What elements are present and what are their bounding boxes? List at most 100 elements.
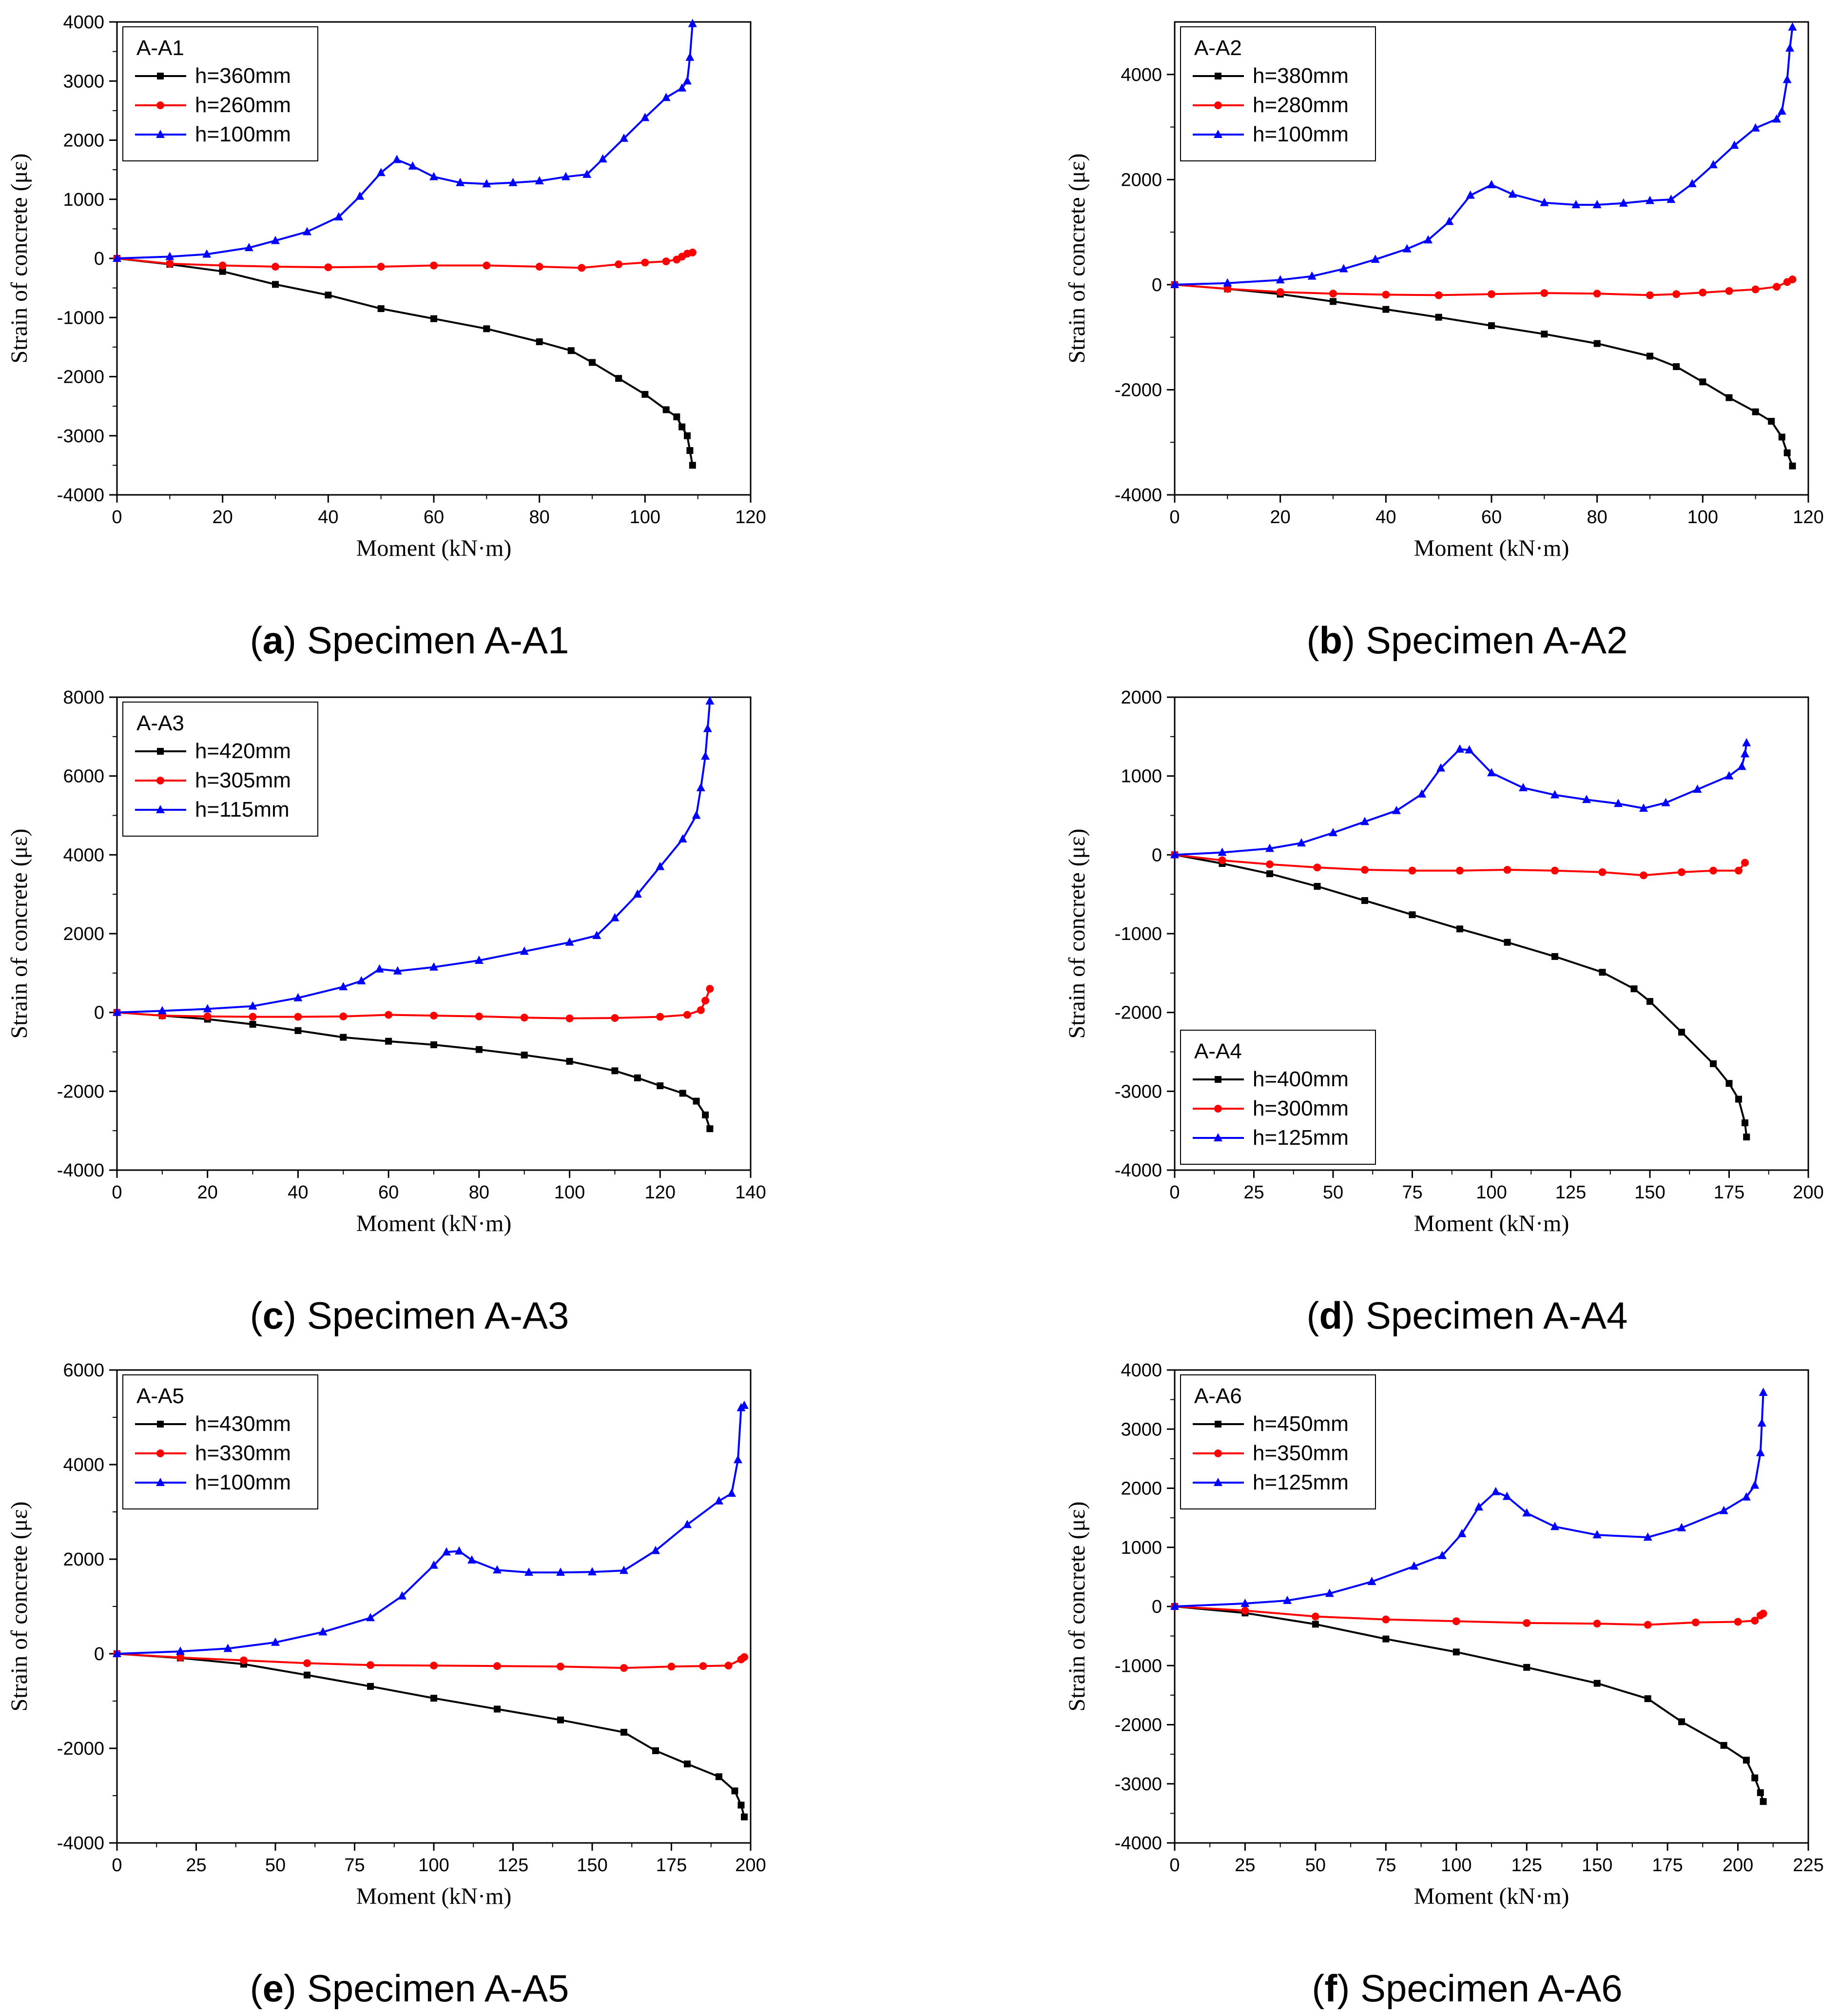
- data-point: [1223, 278, 1232, 287]
- data-point: [385, 1037, 392, 1045]
- data-point: [688, 248, 697, 256]
- data-point: [339, 1012, 348, 1020]
- y-axis-title: Strain of concrete (με): [1064, 153, 1090, 363]
- data-point: [1312, 1621, 1319, 1628]
- series-h=125mm: [1170, 738, 1751, 859]
- data-point: [430, 1041, 437, 1048]
- x-tick-label: 100: [1687, 507, 1718, 528]
- data-point: [272, 281, 279, 288]
- data-point: [556, 1567, 565, 1576]
- data-point: [1508, 189, 1517, 198]
- legend-entry: h=305mm: [195, 768, 291, 792]
- data-point: [1360, 817, 1369, 825]
- data-point: [1678, 868, 1685, 876]
- data-point: [1751, 1617, 1759, 1625]
- x-tick-label: 100: [630, 507, 660, 528]
- data-point: [679, 1090, 686, 1097]
- data-point: [1678, 1718, 1685, 1725]
- y-tick-label: 1000: [63, 190, 104, 210]
- legend-title: A-A4: [1194, 1039, 1242, 1063]
- data-point: [678, 423, 686, 431]
- data-point: [1646, 352, 1653, 360]
- data-point: [1788, 275, 1797, 284]
- caption-paren-close: ): [284, 1967, 307, 2010]
- data-point: [1392, 805, 1401, 814]
- data-point: [1409, 911, 1416, 919]
- x-tick-label: 200: [1723, 1855, 1753, 1876]
- data-point: [703, 724, 712, 732]
- data-point: [684, 1761, 691, 1768]
- data-point: [683, 76, 692, 85]
- data-point: [1737, 762, 1746, 770]
- x-tick-label: 120: [735, 507, 766, 528]
- data-point: [1266, 870, 1273, 878]
- data-point: [408, 161, 417, 170]
- legend-marker: [156, 777, 164, 784]
- data-point: [1339, 264, 1348, 273]
- y-tick-label: -2000: [1115, 380, 1162, 400]
- data-point: [1265, 843, 1274, 852]
- legend-marker: [156, 805, 165, 813]
- y-tick-label: 0: [1152, 275, 1162, 295]
- panel-caption: (e) Specimen A-A5: [250, 1967, 569, 2010]
- data-point: [1283, 1595, 1292, 1604]
- data-point: [203, 1012, 212, 1020]
- data-point: [244, 243, 253, 252]
- data-point: [1757, 1418, 1766, 1427]
- y-axis-title: Strain of concrete (με): [1064, 828, 1090, 1038]
- x-tick-label: 125: [1555, 1182, 1586, 1203]
- data-point: [248, 1001, 257, 1010]
- y-tick-label: 3000: [1121, 1419, 1162, 1440]
- data-point: [475, 1046, 483, 1053]
- y-tick-label: 4000: [1121, 65, 1162, 85]
- data-point: [657, 1082, 664, 1090]
- data-point: [1466, 190, 1475, 199]
- x-tick-label: 20: [1270, 507, 1291, 528]
- x-tick-label: 125: [498, 1855, 528, 1876]
- legend: A-A3 h=420mm h=305mm h=115mm: [122, 702, 318, 837]
- y-tick-label: -1000: [1115, 924, 1162, 944]
- data-point: [634, 1074, 641, 1081]
- legend: A-A1 h=360mm h=260mm h=100mm: [122, 26, 318, 161]
- data-point: [392, 155, 402, 163]
- chart-panel-f: 0 25 50 75 100 125 150 175 200 225 -4000 -3000 -2000…: [1064, 1360, 1824, 2010]
- data-point: [1734, 1618, 1742, 1626]
- y-tick-label: 2000: [63, 131, 104, 151]
- data-point: [1382, 1615, 1390, 1624]
- data-point: [334, 212, 343, 221]
- caption-paren-close: ): [1337, 1967, 1360, 2010]
- data-point: [1361, 866, 1369, 874]
- y-tick-label: -4000: [1115, 1160, 1162, 1181]
- x-tick-label: 120: [645, 1182, 676, 1203]
- data-point: [271, 235, 280, 244]
- data-point: [1593, 1680, 1601, 1687]
- data-point: [1644, 1621, 1652, 1629]
- legend-box: [1180, 1030, 1376, 1165]
- data-point: [1725, 287, 1733, 295]
- data-point: [521, 1051, 528, 1058]
- data-point: [611, 1014, 619, 1022]
- legend-entry: h=350mm: [1253, 1441, 1349, 1465]
- data-point: [1523, 1619, 1531, 1627]
- data-point: [684, 432, 691, 439]
- data-point: [176, 1653, 184, 1662]
- x-tick-label: 175: [1714, 1182, 1744, 1203]
- x-tick-label: 40: [318, 507, 338, 528]
- x-tick-label: 60: [424, 507, 444, 528]
- x-tick-label: 40: [1375, 507, 1396, 528]
- legend-entry: h=125mm: [1253, 1126, 1349, 1150]
- data-point: [494, 1705, 501, 1713]
- data-point: [1540, 197, 1549, 206]
- caption-text: Specimen A-A5: [307, 1967, 569, 2010]
- data-point: [1783, 449, 1791, 456]
- legend-box: [122, 26, 318, 161]
- caption-panel-label: e: [263, 1967, 284, 2010]
- data-point: [693, 1097, 700, 1105]
- caption-paren-close: ): [284, 1294, 307, 1337]
- data-point: [1720, 1742, 1727, 1749]
- data-point: [340, 1034, 347, 1041]
- legend-entry: h=100mm: [1253, 122, 1349, 146]
- x-tick-label: 0: [1169, 1855, 1180, 1876]
- x-tick-label: 0: [112, 1855, 122, 1876]
- data-point: [366, 1613, 375, 1622]
